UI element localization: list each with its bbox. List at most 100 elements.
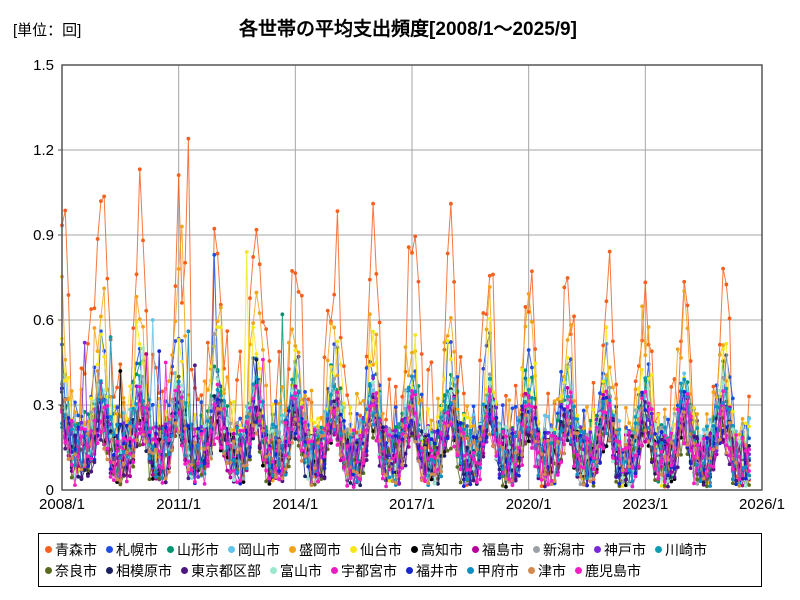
series-marker <box>128 443 132 448</box>
series-marker <box>118 482 123 487</box>
series-marker <box>458 421 463 425</box>
series-marker <box>212 422 217 427</box>
series-marker <box>306 459 311 464</box>
series-marker <box>332 399 337 404</box>
legend-item[interactable]: 甲府市 <box>467 564 519 578</box>
series-marker <box>575 431 580 436</box>
series-marker <box>115 439 119 444</box>
series-marker <box>442 453 447 458</box>
series-marker <box>659 425 664 430</box>
x-axis-ticks: 2008/1 2011/1 2014/1 2017/1 2020/1 2023/1 2026… <box>39 496 785 513</box>
series-marker <box>270 459 275 464</box>
series-marker <box>461 453 466 458</box>
series-marker <box>705 424 709 429</box>
series-marker <box>588 440 593 444</box>
legend-item[interactable]: 相模原市 <box>106 564 172 578</box>
series-marker <box>183 461 188 466</box>
series-marker <box>286 440 291 445</box>
series-marker <box>374 391 379 395</box>
legend-item-label: 札幌市 <box>116 541 158 558</box>
series-marker <box>108 394 113 399</box>
series-marker <box>445 338 450 343</box>
series-marker <box>679 417 683 422</box>
series-marker <box>124 416 129 420</box>
series-marker <box>432 455 437 460</box>
legend-item[interactable]: 神戸市 <box>594 543 646 557</box>
series-marker <box>231 478 236 482</box>
series-marker <box>552 437 557 442</box>
series-marker <box>157 349 162 354</box>
series-marker <box>530 319 534 324</box>
series-marker <box>108 467 113 471</box>
series-marker <box>273 399 278 404</box>
legend-item[interactable]: 宇都宮市 <box>331 564 397 578</box>
legend-item[interactable]: 仙台市 <box>350 543 402 557</box>
series-marker <box>115 422 119 427</box>
legend-item[interactable]: 岡山市 <box>228 543 280 557</box>
series-marker <box>157 464 162 468</box>
series-marker <box>351 485 356 489</box>
series-marker <box>303 393 307 398</box>
legend-item[interactable]: 川崎市 <box>655 543 707 557</box>
series-marker <box>724 450 729 455</box>
series-marker <box>199 432 204 436</box>
legend-item[interactable]: 福島市 <box>472 543 524 557</box>
series-marker <box>192 363 197 368</box>
series-marker <box>387 458 392 463</box>
legend-item[interactable]: 山形市 <box>167 543 219 557</box>
series-marker <box>659 430 664 434</box>
series-marker <box>267 481 272 486</box>
legend-item[interactable]: 鹿児島市 <box>575 564 641 578</box>
series-marker <box>358 421 363 426</box>
series-marker <box>150 451 155 456</box>
series-marker <box>371 376 376 381</box>
series-marker <box>124 423 129 428</box>
series-marker <box>627 464 632 469</box>
series-marker <box>319 434 324 438</box>
legend-item[interactable]: 東京都区部 <box>181 564 261 578</box>
series-marker <box>413 389 418 394</box>
series-marker <box>66 457 71 462</box>
series-marker <box>251 382 256 387</box>
series-marker <box>380 476 385 481</box>
legend-item[interactable]: 新潟市 <box>533 543 585 557</box>
series-marker <box>79 366 84 371</box>
series-marker <box>261 428 265 433</box>
series-marker <box>413 234 418 239</box>
series-marker <box>205 442 210 447</box>
legend-item[interactable]: 札幌市 <box>106 543 158 557</box>
series-marker <box>192 412 197 417</box>
series-marker <box>740 465 745 470</box>
legend-item[interactable]: 津市 <box>528 564 566 578</box>
series-marker <box>614 396 619 401</box>
legend-item[interactable]: 奈良市 <box>45 564 97 578</box>
legend-item[interactable]: 福井市 <box>406 564 458 578</box>
series-marker <box>348 481 353 485</box>
series-marker <box>523 368 528 373</box>
series-marker <box>578 433 583 438</box>
series-marker <box>406 405 411 409</box>
series-marker <box>215 387 220 392</box>
series-marker <box>316 479 320 484</box>
series-marker <box>251 396 256 401</box>
series-marker <box>656 439 661 444</box>
legend-item[interactable]: 高知市 <box>411 543 463 557</box>
legend-item[interactable]: 盛岡市 <box>289 543 341 557</box>
series-marker <box>659 477 664 481</box>
series-marker <box>432 441 437 446</box>
series-marker <box>743 476 748 481</box>
legend-item[interactable]: 富山市 <box>270 564 322 578</box>
series-marker <box>416 279 421 284</box>
series-marker <box>147 477 152 482</box>
series-marker <box>581 408 586 413</box>
legend-item-label: 東京都区部 <box>191 562 261 579</box>
series-marker <box>523 400 528 404</box>
series-marker <box>594 425 599 430</box>
series-marker <box>711 384 716 389</box>
series-marker <box>448 381 453 386</box>
series-marker <box>293 431 298 436</box>
series-marker <box>254 290 259 295</box>
series-marker <box>202 379 207 384</box>
series-marker <box>273 466 278 471</box>
legend-item[interactable]: 青森市 <box>45 543 97 557</box>
